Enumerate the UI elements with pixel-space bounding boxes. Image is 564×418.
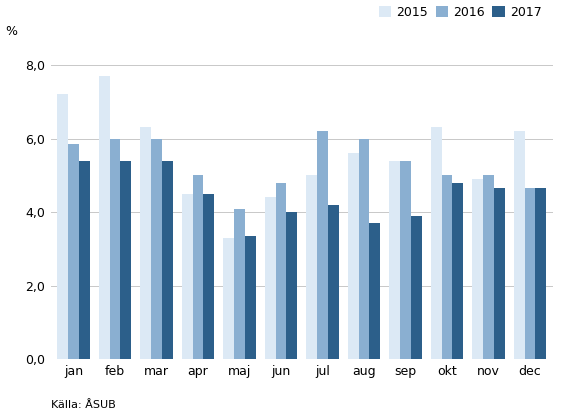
Text: %: % xyxy=(6,25,17,38)
Bar xyxy=(99,76,109,359)
Bar xyxy=(359,138,369,359)
Text: Källa: ÅSUB: Källa: ÅSUB xyxy=(51,400,116,410)
Bar xyxy=(193,176,204,359)
Bar xyxy=(140,127,151,359)
Bar xyxy=(348,153,359,359)
Bar xyxy=(317,131,328,359)
Bar xyxy=(442,176,452,359)
Bar xyxy=(369,223,380,359)
Bar xyxy=(452,183,463,359)
Bar xyxy=(109,138,121,359)
Bar xyxy=(514,131,525,359)
Bar xyxy=(162,161,173,359)
Bar xyxy=(287,212,297,359)
Bar xyxy=(483,176,494,359)
Bar xyxy=(306,176,317,359)
Bar xyxy=(68,144,79,359)
Bar xyxy=(389,161,400,359)
Bar xyxy=(535,188,546,359)
Bar xyxy=(328,205,338,359)
Bar xyxy=(151,138,162,359)
Bar xyxy=(79,161,90,359)
Bar xyxy=(245,236,255,359)
Bar xyxy=(276,183,287,359)
Bar xyxy=(472,179,483,359)
Bar xyxy=(204,194,214,359)
Bar xyxy=(58,94,68,359)
Bar xyxy=(265,197,276,359)
Bar xyxy=(431,127,442,359)
Bar xyxy=(223,238,234,359)
Bar xyxy=(121,161,131,359)
Bar xyxy=(494,188,505,359)
Bar xyxy=(234,209,245,359)
Bar xyxy=(182,194,193,359)
Bar xyxy=(411,216,422,359)
Legend: 2015, 2016, 2017: 2015, 2016, 2017 xyxy=(374,1,547,24)
Bar xyxy=(525,188,535,359)
Bar xyxy=(400,161,411,359)
